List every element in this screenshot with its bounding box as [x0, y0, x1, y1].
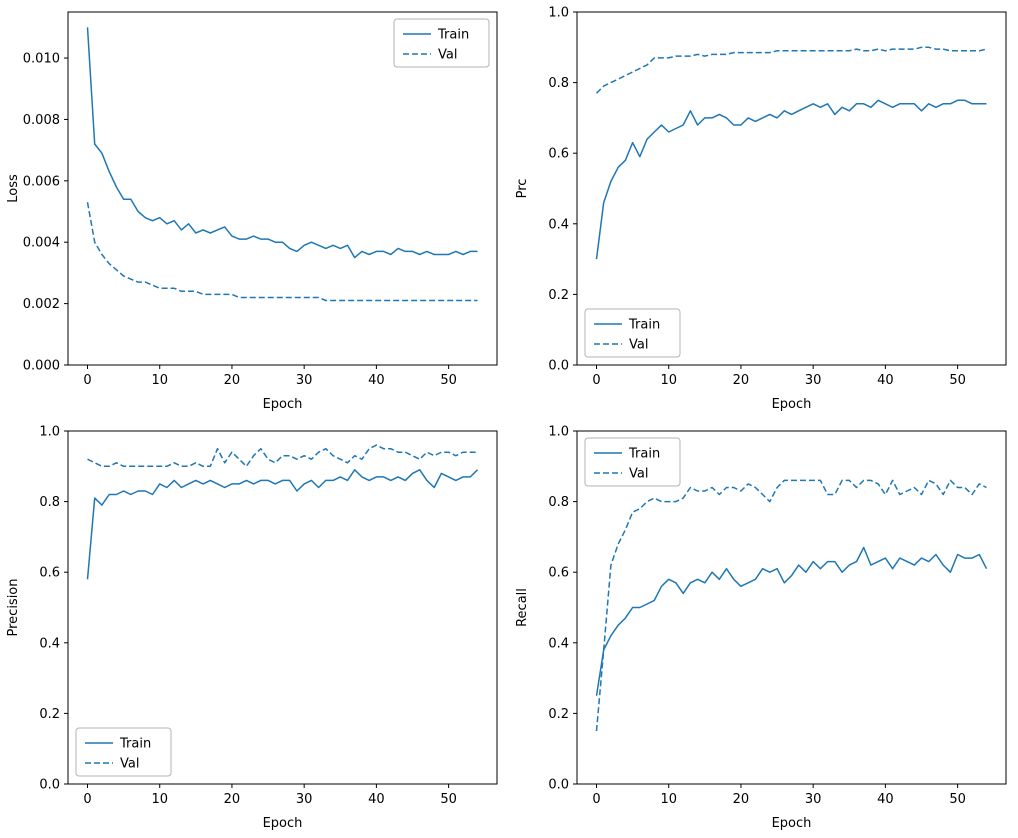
y-tick-label: 0.4 — [548, 217, 569, 232]
legend-box — [75, 727, 172, 777]
axes-frame — [67, 11, 498, 366]
loss-plot-svg: 0 10 20 30 40 50 0.000 0.002 0.004 0.006 0.008 0.01… — [6, 11, 498, 412]
y-tick-label: 1.0 — [548, 425, 569, 440]
y-axis-label: Recall — [515, 588, 530, 627]
x-tick-label: 50 — [949, 373, 966, 388]
x-tick-label: 30 — [805, 373, 822, 388]
recall-chart: 0 10 20 30 40 50 0.0 0.2 0.4 0.6 0.8 1.0 Epoch Recall… — [509, 419, 1018, 838]
y-axis-label: Prc — [515, 179, 530, 199]
y-tick-label: 0.0 — [548, 778, 569, 793]
x-axis-label: Epoch — [772, 816, 812, 831]
y-tick-label: 0.6 — [548, 566, 569, 581]
recall-plot-svg: 0 10 20 30 40 50 0.0 0.2 0.4 0.6 0.8 1.0 Epoch Recall… — [515, 425, 1007, 831]
y-tick-label: 0.004 — [23, 236, 60, 251]
y-tick-label: 0.000 — [23, 359, 60, 374]
x-tick-label: 20 — [224, 792, 241, 807]
legend-box — [584, 308, 681, 358]
legend-val-label: Val — [120, 757, 139, 772]
axes-frame — [576, 430, 1007, 785]
y-tick-label: 0.006 — [23, 174, 60, 189]
y-tick-label: 0.2 — [548, 707, 569, 722]
x-tick-label: 10 — [660, 373, 677, 388]
y-tick-label: 0.008 — [23, 113, 60, 128]
legend-train-label: Train — [437, 28, 469, 43]
x-tick-label: 50 — [949, 792, 966, 807]
x-tick-label: 50 — [440, 373, 457, 388]
x-axis-label: Epoch — [772, 397, 812, 412]
y-tick-label: 0.2 — [548, 288, 569, 303]
prc-train-line — [595, 99, 987, 260]
x-tick-label: 0 — [83, 792, 91, 807]
axes-frame — [67, 430, 498, 785]
x-axis-label: Epoch — [263, 816, 303, 831]
x-tick-label: 10 — [660, 792, 677, 807]
x-tick-label: 0 — [592, 792, 600, 807]
precision-val-line — [87, 444, 478, 468]
x-tick-label: 40 — [368, 373, 385, 388]
y-axis-label: Precision — [6, 578, 21, 636]
x-tick-label: 20 — [733, 792, 750, 807]
y-tick-label: 0.2 — [39, 707, 60, 722]
y-tick-label: 0.8 — [548, 495, 569, 510]
x-tick-label: 20 — [224, 373, 241, 388]
x-tick-label: 30 — [296, 373, 313, 388]
y-tick-label: 1.0 — [548, 6, 569, 21]
x-tick-label: 50 — [440, 792, 457, 807]
legend-val-label: Val — [629, 338, 648, 353]
legend-train-label: Train — [628, 447, 660, 462]
x-tick-label: 0 — [83, 373, 91, 388]
x-tick-label: 40 — [368, 792, 385, 807]
prc-chart: 0 10 20 30 40 50 0.0 0.2 0.4 0.6 0.8 1.0 Epoch Prc Tra… — [509, 0, 1018, 419]
recall-val-line — [595, 479, 987, 732]
y-tick-label: 0.8 — [39, 495, 60, 510]
legend-val-label: Val — [629, 467, 648, 482]
legend-box — [584, 437, 681, 487]
x-tick-label: 40 — [877, 373, 894, 388]
x-tick-label: 40 — [877, 792, 894, 807]
prc-plot-svg: 0 10 20 30 40 50 0.0 0.2 0.4 0.6 0.8 1.0 Epoch Prc Tra… — [515, 6, 1007, 412]
x-axis-label: Epoch — [263, 397, 303, 412]
y-tick-label: 0.002 — [23, 297, 60, 312]
loss-train-line — [86, 27, 478, 259]
recall-train-line — [595, 546, 988, 696]
x-tick-label: 30 — [805, 792, 822, 807]
x-tick-label: 10 — [151, 792, 168, 807]
legend-box — [393, 18, 490, 68]
x-tick-label: 0 — [592, 373, 600, 388]
y-tick-label: 0.6 — [39, 566, 60, 581]
x-tick-label: 30 — [296, 792, 313, 807]
prc-val-line — [595, 46, 987, 94]
precision-chart: 0 10 20 30 40 50 0.0 0.2 0.4 0.6 0.8 1.0 Epoch Precis… — [0, 419, 509, 838]
x-tick-label: 20 — [733, 373, 750, 388]
y-tick-label: 0.010 — [23, 52, 60, 67]
axes-frame — [576, 11, 1007, 366]
x-tick-label: 10 — [151, 373, 168, 388]
y-tick-label: 0.0 — [39, 778, 60, 793]
precision-plot-svg: 0 10 20 30 40 50 0.0 0.2 0.4 0.6 0.8 1.0 Epoch Precis… — [6, 425, 498, 831]
legend-train-label: Train — [119, 737, 151, 752]
y-tick-label: 0.8 — [548, 76, 569, 91]
y-tick-label: 0.4 — [39, 636, 60, 651]
y-tick-label: 0.6 — [548, 147, 569, 162]
loss-chart: 0 10 20 30 40 50 0.000 0.002 0.004 0.006 0.008 0.01… — [0, 0, 509, 419]
y-tick-label: 1.0 — [39, 425, 60, 440]
legend-val-label: Val — [438, 48, 457, 63]
precision-train-line — [86, 469, 479, 580]
legend-train-label: Train — [628, 318, 660, 333]
y-tick-label: 0.0 — [548, 359, 569, 374]
y-axis-label: Loss — [6, 174, 21, 203]
y-tick-label: 0.4 — [548, 636, 569, 651]
loss-val-line — [86, 202, 478, 302]
